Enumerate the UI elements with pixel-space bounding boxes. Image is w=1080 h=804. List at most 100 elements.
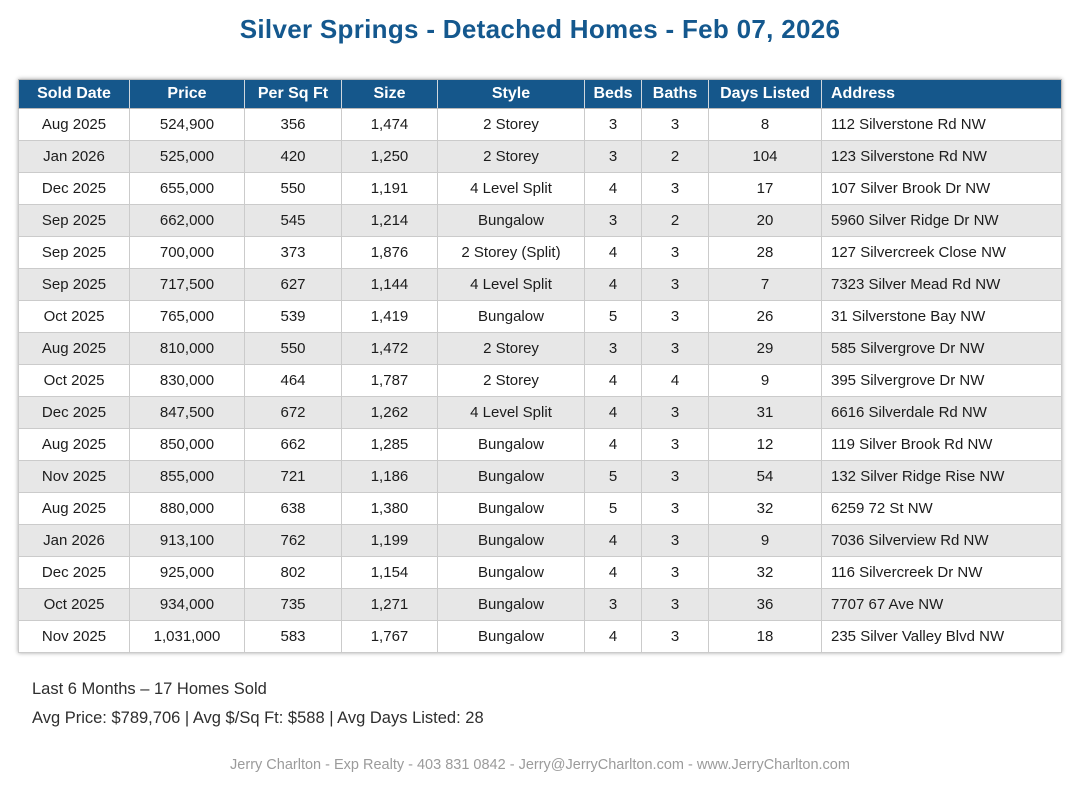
table-cell: 6616 Silverdale Rd NW (821, 396, 1062, 429)
table-row: Oct 2025 765,000 539 1,419 Bungalow 5 3 26 31 Si… (18, 300, 1062, 333)
column-header-address: Address (821, 79, 1062, 109)
table-cell: 356 (244, 108, 342, 141)
table-cell: Jan 2026 (18, 140, 130, 173)
table-cell: Nov 2025 (18, 620, 130, 653)
table-row: Aug 2025 524,900 356 1,474 2 Storey 3 3 8 112 Si… (18, 108, 1062, 141)
table-cell: 847,500 (129, 396, 245, 429)
table-cell: 1,380 (341, 492, 438, 525)
table-cell: 20 (708, 204, 822, 237)
table-row: Aug 2025 880,000 638 1,380 Bungalow 5 3 32 6259 … (18, 492, 1062, 525)
table-cell: 17 (708, 172, 822, 205)
table-cell: 7707 67 Ave NW (821, 588, 1062, 621)
column-header-days-listed: Days Listed (708, 79, 822, 109)
table-cell: 1,419 (341, 300, 438, 333)
table-cell: 662,000 (129, 204, 245, 237)
table-cell: 2 Storey (437, 364, 585, 397)
table-cell: 2 Storey (437, 108, 585, 141)
table-row: Dec 2025 847,500 672 1,262 4 Level Split 4 3 31… (18, 396, 1062, 429)
table-cell: 3 (641, 460, 709, 493)
table-cell: 104 (708, 140, 822, 173)
table-cell: 627 (244, 268, 342, 301)
table-cell: 127 Silvercreek Close NW (821, 236, 1062, 269)
table-cell: 3 (641, 236, 709, 269)
table-cell: 3 (584, 204, 642, 237)
table-cell: 132 Silver Ridge Rise NW (821, 460, 1062, 493)
table-cell: 7036 Silverview Rd NW (821, 524, 1062, 557)
table-cell: Sep 2025 (18, 204, 130, 237)
table-cell: 36 (708, 588, 822, 621)
table-cell: 4 (584, 236, 642, 269)
homes-table: Sold Date Price Per Sq Ft Size Style Beds Bath… (18, 79, 1062, 653)
table-body: Aug 2025 524,900 356 1,474 2 Storey 3 3 8 112 Si… (18, 108, 1062, 653)
summary-averages: Avg Price: $789,706 | Avg $/Sq Ft: $588 … (32, 709, 484, 727)
table-cell: 3 (641, 332, 709, 365)
table-cell: 1,271 (341, 588, 438, 621)
table-row: Sep 2025 717,500 627 1,144 4 Level Split 4 3 7 7… (18, 268, 1062, 301)
table-cell: 31 Silverstone Bay NW (821, 300, 1062, 333)
table-cell: 3 (641, 396, 709, 429)
table-cell: 4 (584, 268, 642, 301)
table-cell: 395 Silvergrove Dr NW (821, 364, 1062, 397)
table-cell: 107 Silver Brook Dr NW (821, 172, 1062, 205)
table-cell: 54 (708, 460, 822, 493)
table-cell: 7323 Silver Mead Rd NW (821, 268, 1062, 301)
table-cell: 550 (244, 172, 342, 205)
table-cell: 373 (244, 236, 342, 269)
table-cell: 810,000 (129, 332, 245, 365)
table-row: Oct 2025 830,000 464 1,787 2 Storey 4 4 9 395 Si… (18, 364, 1062, 397)
table-cell: Sep 2025 (18, 268, 130, 301)
table-cell: 3 (641, 556, 709, 589)
table-cell: 5960 Silver Ridge Dr NW (821, 204, 1062, 237)
table-cell: Dec 2025 (18, 396, 130, 429)
table-cell: Bungalow (437, 556, 585, 589)
table-cell: 672 (244, 396, 342, 429)
column-header-beds: Beds (584, 79, 642, 109)
table-cell: 1,250 (341, 140, 438, 173)
table-cell: 31 (708, 396, 822, 429)
table-cell: Bungalow (437, 492, 585, 525)
table-cell: 2 Storey (437, 332, 585, 365)
table-row: Oct 2025 934,000 735 1,271 Bungalow 3 3 36 7707 … (18, 588, 1062, 621)
table-cell: 700,000 (129, 236, 245, 269)
table-cell: 638 (244, 492, 342, 525)
table-cell: Aug 2025 (18, 492, 130, 525)
table-row: Sep 2025 700,000 373 1,876 2 Storey (Split) 4… (18, 236, 1062, 269)
table-cell: 721 (244, 460, 342, 493)
table-row: Sep 2025 662,000 545 1,214 Bungalow 3 2 20 5960 … (18, 204, 1062, 237)
table-cell: 3 (641, 268, 709, 301)
table-cell: 112 Silverstone Rd NW (821, 108, 1062, 141)
table-cell: 4 Level Split (437, 172, 585, 205)
summary-homes-sold: Last 6 Months – 17 Homes Sold (32, 680, 267, 698)
table-cell: 880,000 (129, 492, 245, 525)
table-cell: 1,154 (341, 556, 438, 589)
table-cell: Bungalow (437, 428, 585, 461)
table-cell: 3 (584, 108, 642, 141)
table-cell: 26 (708, 300, 822, 333)
table-cell: 539 (244, 300, 342, 333)
table-cell: 583 (244, 620, 342, 653)
table-cell: Nov 2025 (18, 460, 130, 493)
table-cell: 913,100 (129, 524, 245, 557)
table-cell: 1,199 (341, 524, 438, 557)
table-cell: 2 Storey (437, 140, 585, 173)
table-cell: 123 Silverstone Rd NW (821, 140, 1062, 173)
table-cell: 3 (641, 108, 709, 141)
page-title: Silver Springs - Detached Homes - Feb 07… (239, 14, 841, 44)
table-cell: 830,000 (129, 364, 245, 397)
table-cell: 765,000 (129, 300, 245, 333)
table-cell: 2 Storey (Split) (437, 236, 585, 269)
table-cell: 2 (641, 140, 709, 173)
table-cell: 29 (708, 332, 822, 365)
table-cell: 802 (244, 556, 342, 589)
table-cell: 28 (708, 236, 822, 269)
table-row: Jan 2026 525,000 420 1,250 2 Storey 3 2 104 123 … (18, 140, 1062, 173)
table-cell: 550 (244, 332, 342, 365)
table-header-row: Sold Date Price Per Sq Ft Size Style Beds Bath… (18, 79, 1062, 109)
table-cell: 9 (708, 524, 822, 557)
table-row: Jan 2026 913,100 762 1,199 Bungalow 4 3 9 7036 S… (18, 524, 1062, 557)
table-cell: 1,787 (341, 364, 438, 397)
table-cell: 4 (584, 620, 642, 653)
table-cell: 2 (641, 204, 709, 237)
table-cell: 1,472 (341, 332, 438, 365)
table-cell: 32 (708, 556, 822, 589)
